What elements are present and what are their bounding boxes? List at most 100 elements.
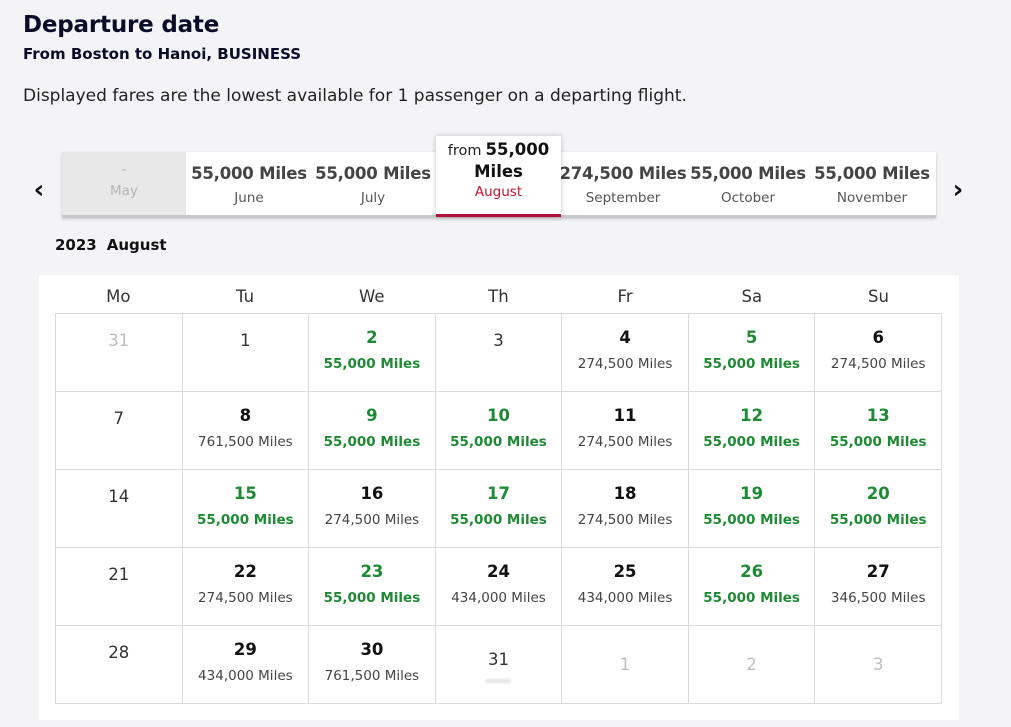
month-tab-june[interactable]: 55,000 Miles June [187,152,311,215]
weekday-label: Tu [236,287,255,306]
calendar-heading: 2023 August [55,236,167,254]
month-tab-november[interactable]: 55,000 Miles November [810,152,934,215]
day-number: 18 [613,484,637,503]
selected-month-price-row: from 55,000 [448,140,549,159]
calendar-day-cell[interactable]: 26 55,000 Miles [688,548,816,626]
calendar-day-cell[interactable]: 13 55,000 Miles [815,392,942,470]
calendar-day-cell[interactable]: 19 55,000 Miles [688,470,816,548]
chevron-right-icon[interactable]: › [952,175,964,205]
calendar-day-cell: 3 [435,314,563,392]
calendar-day-cell[interactable]: 27 346,500 Miles [815,548,942,626]
calendar: Mo Tu We Th Fr Sa Su 31 1 2 55,000 Miles 3 4 274,500… [39,275,959,720]
day-number: 15 [233,484,257,503]
day-fare: 434,000 Miles [451,590,546,606]
day-number: 14 [108,487,130,506]
day-fare: 55,000 Miles [829,512,927,528]
month-name: June [234,190,264,206]
day-fare: 434,000 Miles [577,590,673,606]
month-price: 55,000 Miles [191,164,307,183]
calendar-day-cell[interactable]: 17 55,000 Miles [435,470,563,548]
month-name: October [720,190,776,206]
calendar-day-cell[interactable]: 4 274,500 Miles [562,314,689,392]
calendar-day-cell[interactable]: 25 434,000 Miles [562,548,689,626]
day-number: 2 [746,655,757,674]
day-number: 4 [619,328,631,347]
month-price: 55,000 Miles [315,164,431,183]
calendar-day-cell: 7 [56,392,183,470]
month-tab-september[interactable]: 274,500 Miles September [559,152,687,215]
weekday-label: Mo [106,287,131,306]
calendar-day-cell[interactable]: 9 55,000 Miles [309,392,436,470]
calendar-day-cell[interactable]: 6 274,500 Miles [815,314,942,392]
month-name: September [585,190,661,206]
day-fare: 274,500 Miles [577,512,673,528]
day-fare: 274,500 Miles [577,356,673,372]
day-number: 29 [233,640,257,659]
day-number: 5 [745,328,758,347]
calendar-day-cell: 2 [688,626,816,704]
calendar-day-cell[interactable]: 24 434,000 Miles [435,548,563,626]
calendar-day-cell[interactable]: 11 274,500 Miles [562,392,689,470]
calendar-day-cell[interactable]: 16 274,500 Miles [309,470,436,548]
day-number: 16 [360,484,384,503]
day-number: 23 [360,562,384,581]
calendar-day-cell: 1 [562,626,689,704]
calendar-day-cell: 31 [435,626,563,704]
weekday-header: Mo Tu We Th Fr Sa Su [55,287,942,309]
calendar-month: August [106,236,167,254]
weekday-label: Su [868,287,889,306]
month-name: November [836,190,908,206]
calendar-day-cell[interactable]: 15 55,000 Miles [182,470,310,548]
month-tab-october[interactable]: 55,000 Miles October [686,152,810,215]
day-number: 30 [360,640,384,659]
calendar-day-cell[interactable]: 5 55,000 Miles [688,314,816,392]
calendar-day-cell: 21 [56,548,183,626]
day-number: 1 [619,655,631,674]
day-number: 9 [366,406,378,425]
month-price: 55,000 Miles [690,164,806,183]
day-number: 31 [108,331,130,350]
chevron-left-icon[interactable]: ‹ [33,175,45,205]
day-fare: 55,000 Miles [829,434,927,450]
selected-month-amount: 55,000 [485,140,550,159]
selected-indicator [436,214,561,217]
day-number: 2 [366,328,378,347]
calendar-day-cell: 14 [56,470,183,548]
page-title: Departure date [23,12,220,38]
day-fare: 55,000 Miles [703,356,800,372]
day-fare: 55,000 Miles [323,434,421,450]
month-name: July [360,190,386,206]
day-number: 28 [108,643,130,662]
fare-note: Displayed fares are the lowest available… [23,86,687,106]
day-number: 7 [113,409,125,428]
calendar-day-cell[interactable]: 2 55,000 Miles [309,314,436,392]
day-number: 26 [740,562,764,581]
calendar-day-cell[interactable]: 23 55,000 Miles [309,548,436,626]
month-tab-may: - May [62,152,186,215]
calendar-day-cell[interactable]: 18 274,500 Miles [562,470,689,548]
calendar-day-cell[interactable]: 8 761,500 Miles [182,392,310,470]
day-fare: 55,000 Miles [703,434,800,450]
day-fare: 434,000 Miles [198,668,293,684]
month-tab-july[interactable]: 55,000 Miles July [311,152,435,215]
day-fare: 55,000 Miles [197,512,294,528]
day-fare: 274,500 Miles [830,356,926,372]
calendar-year: 2023 [55,236,97,254]
calendar-day-cell[interactable]: 22 274,500 Miles [182,548,310,626]
calendar-day-cell[interactable]: 20 55,000 Miles [815,470,942,548]
day-number: 13 [866,406,890,425]
day-number: 3 [493,331,504,350]
calendar-day-cell[interactable]: 29 434,000 Miles [182,626,310,704]
month-name: May [110,183,138,199]
day-fare: 761,500 Miles [198,434,293,450]
month-tab-august-selected[interactable]: from 55,000 Miles August [436,136,561,217]
calendar-day-cell[interactable]: 10 55,000 Miles [435,392,563,470]
calendar-day-cell[interactable]: 12 55,000 Miles [688,392,816,470]
day-number: 22 [233,562,257,581]
from-label: from [447,143,482,159]
fare-loading-placeholder [485,679,512,683]
month-price: 274,500 Miles [559,164,687,183]
day-number: 6 [872,328,884,347]
calendar-day-cell[interactable]: 30 761,500 Miles [309,626,436,704]
day-number: 17 [487,484,510,503]
